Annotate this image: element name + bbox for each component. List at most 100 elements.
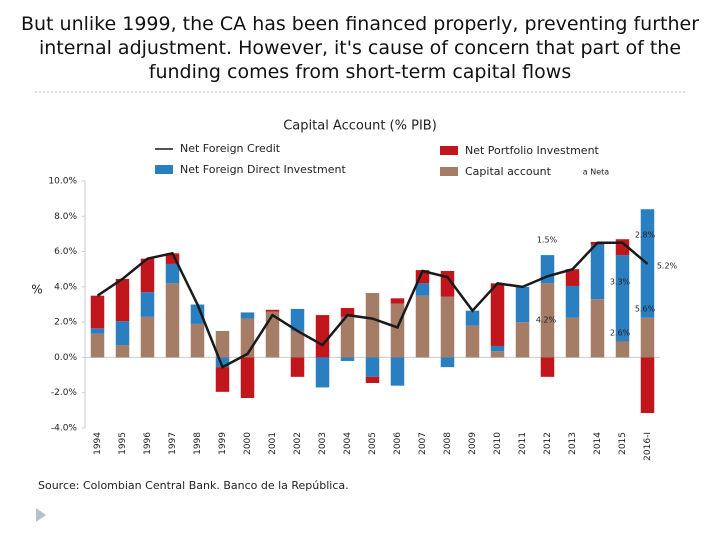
bar: [565, 285, 580, 318]
x-tick-label: 2010: [493, 432, 503, 455]
y-tick-label: -4.0%: [51, 424, 78, 434]
legend-label: Capital account: [465, 165, 552, 178]
bar: [90, 328, 105, 334]
bar: [390, 357, 405, 386]
annotation: 5.2%: [657, 262, 678, 271]
bar: [165, 263, 180, 284]
x-tick-label: 2000: [243, 432, 253, 455]
annotation: 1.5%: [537, 236, 558, 245]
y-tick-label: 0.0%: [54, 353, 77, 363]
x-tick-label: 2015: [618, 432, 628, 455]
bar: [90, 295, 105, 329]
x-tick-label: 1994: [93, 432, 103, 455]
bar: [190, 323, 205, 358]
x-tick-label: 2012: [543, 432, 553, 455]
bar: [190, 304, 205, 324]
x-tick-label: 1999: [218, 432, 228, 455]
bar: [390, 303, 405, 358]
slide-icon: [36, 508, 46, 522]
bar: [615, 341, 630, 358]
y-tick-label: 6.0%: [54, 247, 77, 257]
annotation: 2.8%: [635, 231, 656, 240]
legend-label: Net Foreign Credit: [180, 142, 281, 155]
bar: [290, 308, 305, 331]
x-tick-label: 2005: [368, 432, 378, 455]
annotation: 2.6%: [610, 329, 631, 338]
bar: [115, 321, 130, 346]
bar: [415, 295, 430, 358]
y-axis-label: %: [31, 283, 42, 297]
bar: [265, 309, 280, 312]
x-tick-label: 2011: [518, 432, 528, 455]
x-tick-label: 2014: [593, 432, 603, 455]
x-tick-label: 2004: [343, 432, 353, 455]
y-tick-label: 8.0%: [54, 212, 77, 222]
x-tick-label: 1996: [143, 432, 153, 455]
bar: [340, 316, 355, 358]
chart-title: Capital Account (% PIB): [283, 119, 437, 134]
annotation: 4.2%: [536, 316, 557, 325]
x-tick-label: 2009: [468, 432, 478, 455]
bar: [215, 330, 230, 358]
source: Source: Colombian Central Bank. Banco de…: [38, 479, 349, 492]
x-tick-label: 2016-I: [643, 432, 653, 461]
bar: [590, 244, 605, 300]
bar: [340, 357, 355, 361]
bar: [290, 357, 305, 377]
bar: [390, 298, 405, 304]
x-tick-label: 1998: [193, 432, 203, 455]
bar: [365, 376, 380, 384]
x-tick-label: 2006: [393, 432, 403, 455]
y-tick-label: 4.0%: [54, 282, 77, 292]
bar: [340, 308, 355, 317]
bar: [115, 278, 130, 322]
bar: [590, 299, 605, 358]
bar: [640, 317, 655, 358]
bar: [240, 357, 255, 399]
x-tick-label: 2001: [268, 432, 278, 455]
bar: [365, 357, 380, 377]
x-tick-label: 1997: [168, 432, 178, 455]
y-tick-label: 2.0%: [54, 318, 77, 328]
bar: [315, 315, 330, 358]
bar: [115, 345, 130, 358]
legend-swatch: [440, 167, 458, 176]
bar: [140, 316, 155, 358]
bar: [615, 255, 630, 342]
x-tick-label: 2008: [443, 432, 453, 455]
bar: [565, 317, 580, 358]
bar: [515, 286, 530, 323]
bar: [490, 351, 505, 358]
bar: [165, 283, 180, 358]
bar: [365, 293, 380, 358]
annotation: 3.3%: [610, 278, 631, 287]
bar: [465, 310, 480, 326]
slide-title: But unlike 1999, the CA has been finance…: [20, 13, 700, 83]
line: [96, 241, 649, 369]
bar: [90, 333, 105, 358]
bar: [490, 283, 505, 346]
bar: [415, 283, 430, 296]
bar: [540, 357, 555, 377]
x-tick-label: 1995: [118, 432, 128, 455]
bar: [240, 312, 255, 319]
bar: [565, 269, 580, 286]
legend-label: Net Foreign Direct Investment: [180, 163, 346, 176]
bar: [440, 357, 455, 368]
annotation: 5.6%: [635, 305, 656, 314]
bar: [515, 322, 530, 358]
x-tick-label: 2002: [293, 432, 303, 455]
legend-swatch: [440, 146, 458, 155]
bar: [290, 330, 305, 358]
legend-swatch: [155, 165, 173, 174]
bar: [540, 283, 555, 358]
bar: [490, 345, 505, 352]
bar: [140, 292, 155, 317]
x-tick-label: 2007: [418, 432, 428, 455]
y-tick-label: 10.0%: [48, 177, 77, 187]
bar: [215, 367, 230, 392]
x-tick-label: 2013: [568, 432, 578, 455]
bar: [215, 357, 230, 368]
